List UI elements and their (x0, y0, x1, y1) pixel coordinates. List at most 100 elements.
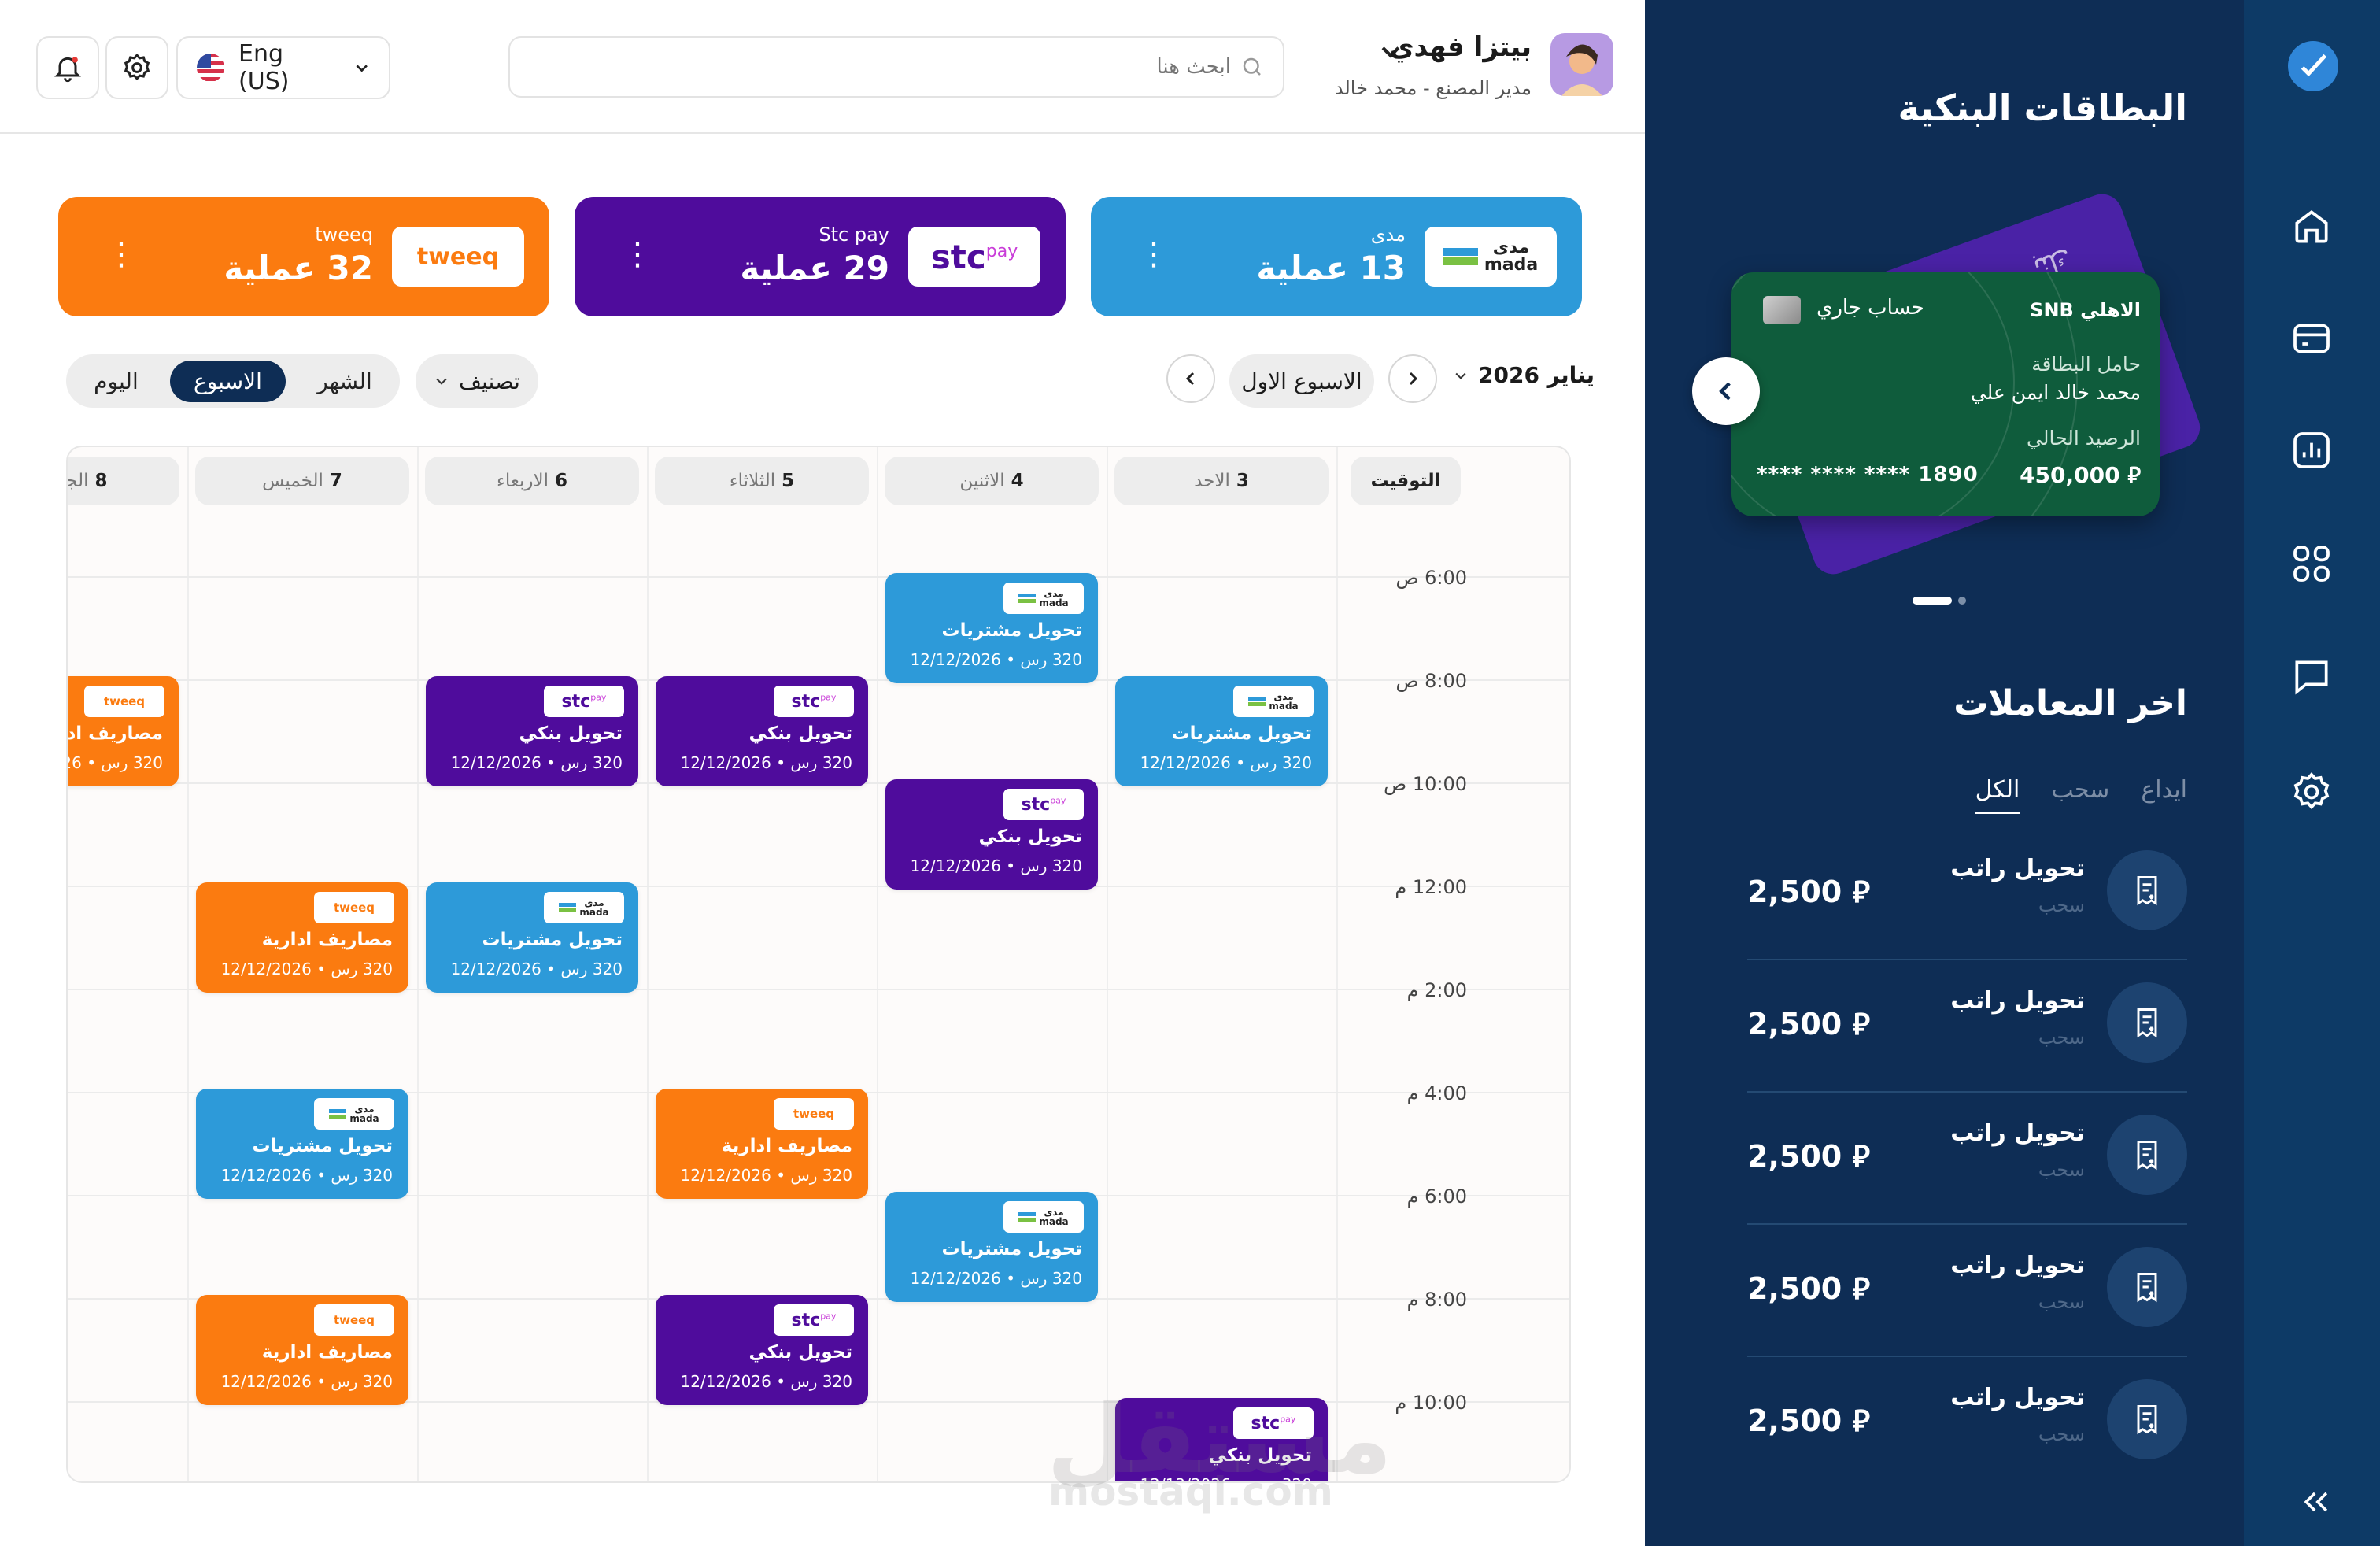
transaction-row[interactable]: تحويل راتب سحب 2,500 ⃁ (1747, 1093, 2187, 1225)
double-chevron-left-icon (2304, 1492, 2328, 1512)
event-stc[interactable]: stcpay تحويل بنكي 320 رس • 12/12/2026 (426, 676, 638, 786)
prev-week-button[interactable] (1388, 354, 1437, 403)
nav-messages[interactable] (2283, 649, 2340, 705)
nav-apps[interactable] (2283, 535, 2340, 592)
bell-icon (54, 57, 81, 83)
view-month-tab[interactable]: الشهر (317, 368, 372, 394)
search-input[interactable] (538, 55, 1231, 79)
day-header[interactable]: 4 الاثنين (885, 457, 1099, 505)
mada-logo: مدى mada (1003, 1201, 1084, 1233)
nav-cards[interactable] (2283, 310, 2340, 367)
view-switcher: اليوم الاسبوع الشهر (66, 354, 400, 408)
receipt-icon (2107, 1115, 2187, 1195)
bank-card[interactable]: حساب جاري الاهلي SNB حامل البطاقة محمد خ… (1731, 272, 2160, 516)
event-tweeq[interactable]: tweeq مصاريف ادارية 320 رس • 12/12/2026 (656, 1089, 868, 1199)
stc-pay-logo: stcpay (908, 227, 1040, 287)
nav-settings[interactable] (2283, 764, 2340, 820)
bar-chart-icon (2293, 432, 2330, 468)
provider-count: 32 عملية (224, 249, 373, 287)
event-mada[interactable]: مدى mada تحويل مشتريات 320 رس • 12/12/2026 (426, 882, 638, 993)
chevron-left-icon (1185, 372, 1195, 386)
filter-label: تصنيف (459, 368, 520, 394)
event-tweeq[interactable]: tweeq مصاريف ادارية 320 رس • 12/12/2026 (196, 1295, 408, 1405)
view-week-tab[interactable]: الاسبوع (170, 360, 286, 402)
provider-name: مدى (1370, 224, 1406, 246)
stc-logo: stcpay (1233, 1407, 1314, 1439)
provider-card-tweeq[interactable]: ⋮ tweeq 32 عملية tweeq (58, 197, 549, 316)
day-header[interactable]: 7 الخميس (195, 457, 409, 505)
event-tweeq[interactable]: tweeq مصاريف ادارية 320 رس • 12/12/2026 (68, 676, 179, 786)
settings-button[interactable] (105, 36, 168, 99)
transaction-row[interactable]: تحويل راتب سحب 2,500 ⃁ (1747, 960, 2187, 1093)
provider-card-stc-pay[interactable]: ⋮ Stc pay 29 عملية stcpay (575, 197, 1066, 316)
transaction-type: سحب (2038, 1291, 2085, 1313)
gear-icon (124, 53, 150, 81)
user-menu[interactable]: بيتزا فهدي مدير المصنع - محمد خالد (1335, 28, 1613, 107)
event-meta: 320 رس • 12/12/2026 (1140, 753, 1312, 772)
chevron-left-icon (1719, 382, 1731, 401)
event-mada[interactable]: مدى mada تحويل مشتريات 320 رس • 12/12/2026 (196, 1089, 408, 1199)
app-logo[interactable] (2288, 41, 2338, 91)
event-meta: 320 رس • 12/12/2026 (680, 1372, 852, 1391)
day-header[interactable]: 6 الاربعاء (425, 457, 639, 505)
carousel-dot-active[interactable] (1913, 597, 1952, 605)
transaction-name: تحويل راتب (1950, 1119, 2085, 1147)
event-stc[interactable]: stcpay تحويل بنكي 320 رس • 12/12/2026 (656, 676, 868, 786)
day-header[interactable]: 3 الاحد (1114, 457, 1329, 505)
transaction-type: سحب (2038, 894, 2085, 916)
transaction-row[interactable]: تحويل راتب سحب 2,500 ⃁ (1747, 1225, 2187, 1357)
credit-card-icon (2293, 324, 2330, 353)
event-mada[interactable]: مدى mada تحويل مشتريات 320 رس • 12/12/2026 (885, 573, 1098, 683)
transaction-row[interactable]: تحويل راتب سحب 2,500 ⃁ (1747, 828, 2187, 960)
event-meta: 320 رس • 12/12/2026 (220, 1372, 393, 1391)
tab-withdraw[interactable]: سحب (2051, 776, 2110, 804)
notification-button[interactable] (36, 36, 99, 99)
time-label: 6:00 م (1406, 1185, 1467, 1208)
language-selector[interactable]: Eng (US) (176, 36, 390, 99)
tweeq-logo: tweeq (392, 227, 524, 287)
filter-dropdown[interactable]: تصنيف (416, 354, 538, 408)
event-title: تحويل مشتريات (941, 620, 1082, 641)
card-carousel-prev-button[interactable] (1692, 357, 1760, 425)
tweeq-logo: tweeq (314, 892, 394, 923)
more-menu-icon[interactable]: ⋮ (622, 236, 653, 272)
view-today-tab[interactable]: اليوم (94, 368, 139, 394)
transaction-amount: 2,500 ⃁ (1747, 1404, 1870, 1438)
nav-home[interactable] (2283, 198, 2340, 255)
avatar (1550, 33, 1613, 96)
next-week-button[interactable] (1166, 354, 1215, 403)
event-stc[interactable]: stcpay تحويل بنكي 320 رس • 12/12/2026 (656, 1295, 868, 1405)
more-menu-icon[interactable]: ⋮ (105, 236, 137, 272)
day-header[interactable]: 8الجمعة (68, 457, 179, 505)
provider-card-mada[interactable]: ⋮ مدى 13 عملية مدى mada (1091, 197, 1582, 316)
month-label: يناير 2026 (1478, 362, 1595, 388)
carousel-dot[interactable] (1958, 597, 1966, 605)
event-stc[interactable]: stcpay تحويل بنكي 320 رس • 12/12/2026 (1115, 1398, 1328, 1481)
tab-deposit[interactable]: ايداع (2141, 776, 2187, 804)
watermark: مستقل (1047, 1385, 1392, 1495)
stc-logo: stcpay (774, 1304, 854, 1336)
transaction-type: سحب (2038, 1423, 2085, 1445)
event-meta: 320 رس • 12/12/2026 (910, 1269, 1082, 1288)
receipt-icon (2107, 1379, 2187, 1459)
event-mada[interactable]: مدى mada تحويل مشتريات 320 رس • 12/12/2026 (885, 1192, 1098, 1302)
collapse-sidebar-button[interactable] (2293, 1480, 2340, 1524)
time-label: 10:00 ص (1384, 773, 1467, 795)
tab-all[interactable]: الكل (1975, 776, 2020, 814)
day-header[interactable]: 5 الثلاثاء (655, 457, 869, 505)
event-tweeq[interactable]: tweeq مصاريف ادارية 320 رس • 12/12/2026 (196, 882, 408, 993)
carousel-dots (1913, 597, 1966, 605)
event-stc[interactable]: stcpay تحويل بنكي 320 رس • 12/12/2026 (885, 779, 1098, 890)
chevron-down-icon (436, 378, 447, 385)
transaction-row[interactable]: تحويل راتب سحب 2,500 ⃁ (1747, 1357, 2187, 1489)
stc-logo: stcpay (544, 686, 624, 717)
month-selector[interactable]: يناير 2026 (1453, 362, 1595, 388)
us-flag-icon (197, 54, 225, 82)
transaction-name: تحويل راتب (1950, 855, 2085, 882)
nav-rail (2244, 0, 2380, 1546)
nav-reports[interactable] (2283, 422, 2340, 479)
stc-logo: stcpay (1003, 789, 1084, 820)
event-mada[interactable]: مدى mada تحويل مشتريات 320 رس • 12/12/2026 (1115, 676, 1328, 786)
event-meta: 320 رس • 12/12/2026 (450, 960, 623, 978)
more-menu-icon[interactable]: ⋮ (1138, 236, 1170, 272)
